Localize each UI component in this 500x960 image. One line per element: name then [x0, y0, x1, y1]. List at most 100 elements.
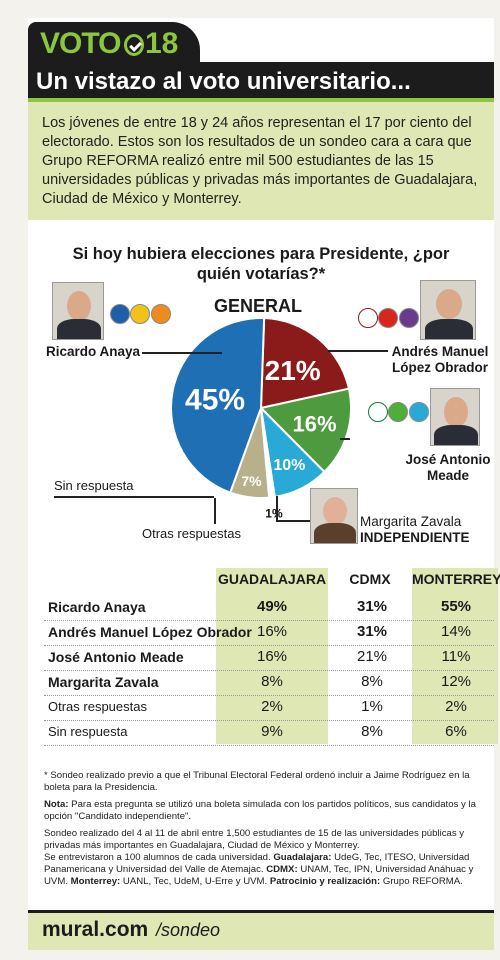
pes-logo-icon — [398, 308, 419, 328]
amlo-leader-line — [328, 350, 388, 352]
row-candidate-name: Andrés Manuel López Obrador — [48, 624, 252, 640]
otras-leader-line — [214, 498, 216, 524]
pie-slice-label: 7% — [241, 473, 262, 489]
zavala-label-line2: INDEPENDIENTE — [360, 530, 470, 545]
cdmx-label: CDMX: — [266, 864, 298, 875]
row-candidate-name: José Antonio Meade — [48, 649, 184, 665]
row-value: 16% — [256, 648, 288, 665]
zavala-leader-line — [276, 496, 278, 520]
chart-title: GENERAL — [214, 296, 303, 316]
methodology-notes: * Sondeo realizado previo a que el Tribu… — [44, 770, 484, 888]
meade-label-line1: José Antonio — [405, 452, 491, 467]
pie-slice-label: 21% — [265, 355, 321, 386]
nota-label: Nota: — [44, 799, 69, 810]
pat-text: Grupo REFORMA. — [380, 876, 463, 887]
pie-slice-label: 45% — [185, 384, 245, 417]
row-value: 31% — [356, 598, 388, 615]
row-value: 12% — [440, 673, 472, 690]
meade-leader-line — [340, 438, 350, 440]
anaya-label: Ricardo Anaya — [46, 344, 141, 359]
survey-question-text: Si hoy hubiera elecciones para President… — [72, 245, 450, 283]
gdl-text: UdeG, Tec, ITESO, Universidad Panamerica… — [44, 852, 470, 875]
pie-slice — [170, 317, 266, 494]
morena-logo-icon — [358, 308, 378, 328]
table-row: Otras respuestas 2% 1% 2% — [44, 694, 494, 721]
row-candidate-name: Margarita Zavala — [48, 674, 159, 690]
row-value: 8% — [361, 673, 383, 690]
zavala-label: Margarita Zavala INDEPENDIENTE — [360, 514, 470, 546]
row-candidate-name: Sin respuesta — [48, 724, 128, 739]
footer-site-link[interactable]: mural.com — [42, 918, 149, 941]
row-value: 9% — [261, 723, 283, 740]
pri-logo-icon — [368, 402, 388, 422]
meade-label: José Antonio Meade — [400, 452, 496, 484]
gdl-label: Guadalajara: — [273, 852, 332, 863]
voto-tab: VOTO 18 — [28, 22, 200, 62]
pt-logo-icon — [378, 308, 399, 328]
survey-question: Si hoy hubiera elecciones para President… — [28, 244, 494, 284]
table-row: Ricardo Anaya 49% 31% 55% — [44, 594, 494, 621]
voto-logo-text: VOTO — [40, 27, 121, 60]
row-value: 8% — [361, 723, 383, 740]
voto-logo-year: 18 — [145, 27, 179, 60]
row-value: 49% — [256, 598, 288, 615]
pan-logo-icon — [110, 304, 130, 324]
row-value: 2% — [445, 698, 467, 715]
amlo-label-line1: Andrés Manuel — [391, 344, 489, 359]
amlo-party-logos — [358, 308, 419, 330]
meade-label-line2: Meade — [426, 468, 470, 483]
row-candidate-name: Ricardo Anaya — [48, 599, 146, 615]
mc-logo-icon — [150, 304, 171, 324]
pat-label: Patrocinio y realización: — [269, 876, 381, 887]
pie-slice-label: 1% — [265, 507, 283, 521]
pie-chart: 21% 16% 10% 1% 7% 45% — [170, 317, 352, 521]
row-value: 1% — [361, 698, 383, 715]
nota-text: Para esta pregunta se utilizó una boleta… — [44, 799, 476, 822]
amlo-photo — [420, 280, 476, 340]
pie-slice-label: 16% — [293, 411, 337, 436]
zavala-label-line1: Margarita Zavala — [360, 514, 462, 529]
meade-photo — [430, 388, 480, 446]
otras-respuestas-label: Otras respuestas — [142, 526, 241, 541]
row-value: 2% — [261, 698, 283, 715]
nota: Nota: Para esta pregunta se utilizó una … — [44, 799, 484, 823]
amlo-label: Andrés Manuel López Obrador — [390, 344, 490, 376]
mty-text: UANL, Tec, UdeM, U-Erre y UVM. — [120, 876, 270, 887]
pie-slice — [259, 317, 351, 410]
infographic-card: VOTO 18 Un vistazo al voto universitario… — [28, 18, 500, 950]
row-value: 31% — [356, 623, 388, 640]
anaya-party-logos — [110, 304, 171, 326]
pie-slice — [259, 387, 352, 474]
table-row: José Antonio Meade 16% 21% 11% — [44, 644, 494, 671]
row-candidate-name: Otras respuestas — [48, 699, 147, 714]
panal-logo-icon — [408, 402, 429, 422]
col-head-gdl: GUADALAJARA — [217, 571, 327, 587]
col-head-mty: MONTERREY — [412, 571, 500, 587]
row-value: 6% — [445, 723, 467, 740]
table-row: Andrés Manuel López Obrador 16% 31% 14% — [44, 619, 494, 646]
pvem-logo-icon — [388, 402, 409, 422]
pie-slice-label: 10% — [273, 457, 305, 474]
ballot-check-icon — [124, 34, 144, 56]
zavala-leader-line-h — [276, 520, 310, 522]
anaya-leader-line — [142, 352, 222, 354]
title-bar: Un vistazo al voto universitario... — [28, 62, 494, 102]
mty-label: Monterrey: — [70, 876, 121, 887]
page-title: Un vistazo al voto universitario... — [36, 68, 411, 95]
footnote: * Sondeo realizado previo a que el Tribu… — [44, 770, 470, 793]
unis-intro: Se entrevistaron a 100 alumnos de cada u… — [44, 852, 274, 863]
meade-party-logos — [368, 402, 429, 424]
row-value: 55% — [440, 598, 472, 615]
sin-respuesta-label: Sin respuesta — [54, 478, 134, 493]
row-value: 14% — [440, 623, 472, 640]
row-value: 21% — [356, 648, 388, 665]
zavala-photo — [310, 488, 358, 544]
voto-header: VOTO 18 — [28, 18, 494, 62]
row-value: 16% — [256, 623, 288, 640]
col-head-cdmx: CDMX — [349, 571, 391, 587]
table-row: Margarita Zavala 8% 8% 12% — [44, 669, 494, 696]
method-note: Sondeo realizado del 4 al 11 de abril en… — [44, 828, 484, 888]
cdmx-text: UNAM, Tec, IPN, Universidad Anáhuac y UV… — [44, 864, 474, 887]
anaya-photo — [52, 282, 104, 340]
footer-site-path[interactable]: /sondeo — [156, 920, 221, 940]
